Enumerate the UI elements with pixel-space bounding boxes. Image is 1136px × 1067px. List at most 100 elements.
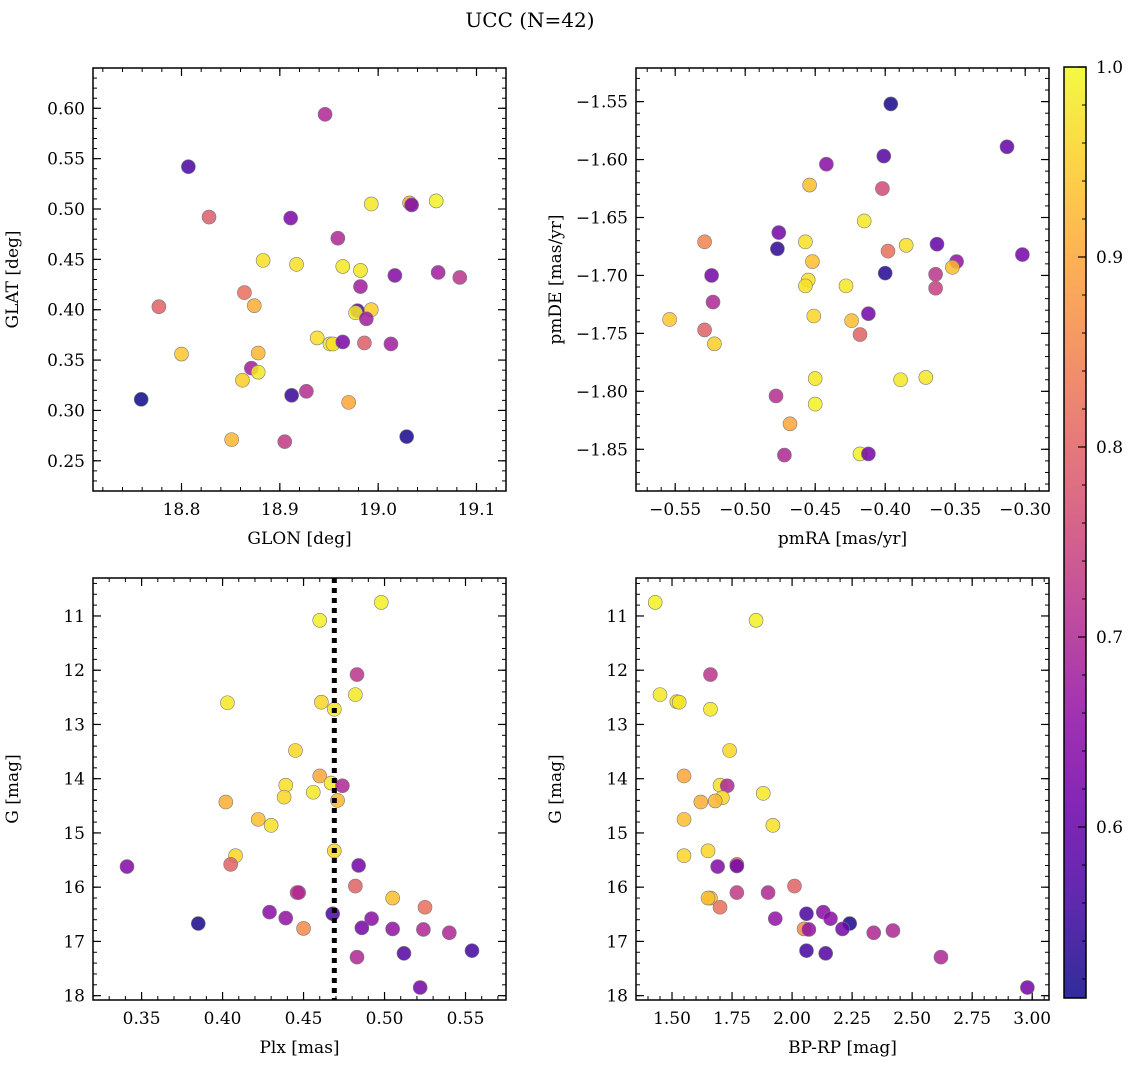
y-tick-label: −1.70 bbox=[576, 266, 628, 286]
data-point bbox=[844, 313, 859, 328]
data-point bbox=[330, 230, 346, 246]
data-point bbox=[898, 238, 914, 253]
data-point bbox=[893, 372, 908, 388]
x-tick-label: −0.45 bbox=[789, 500, 841, 520]
data-point bbox=[312, 613, 328, 628]
data-point bbox=[945, 260, 960, 275]
y-tick-label: 0.40 bbox=[47, 301, 85, 321]
colorbar: 0.6 0.7 0.8 0.9 1.0 bbox=[1063, 58, 1123, 999]
y-tick-label: 14 bbox=[606, 770, 628, 790]
data-point bbox=[671, 694, 687, 710]
data-point bbox=[317, 107, 333, 122]
data-point bbox=[363, 196, 379, 212]
data-point bbox=[933, 949, 949, 965]
data-point bbox=[765, 818, 781, 833]
x-axis-label: Plx [mas] bbox=[259, 1038, 339, 1058]
x-tick-label: 3.00 bbox=[1013, 1009, 1051, 1029]
data-point bbox=[885, 923, 901, 938]
data-point bbox=[704, 268, 719, 283]
data-point bbox=[838, 278, 854, 294]
x-tick-label: −0.50 bbox=[719, 500, 771, 520]
data-point bbox=[351, 858, 366, 873]
data-point bbox=[277, 434, 293, 449]
data-point bbox=[729, 858, 745, 874]
data-point bbox=[1020, 980, 1035, 995]
data-point bbox=[1015, 247, 1030, 262]
panel-glon-glat: 18.8 18.9 19.0 19.1 0.25 0.30 0.35 0.40 0.45 0.50… bbox=[3, 67, 507, 549]
data-point bbox=[856, 213, 872, 229]
data-point bbox=[999, 139, 1015, 155]
data-point bbox=[385, 921, 400, 937]
data-point bbox=[676, 848, 692, 864]
data-point bbox=[697, 234, 712, 250]
data-point bbox=[877, 265, 893, 281]
data-point bbox=[876, 148, 892, 164]
y-tick-label: 11 bbox=[63, 607, 85, 627]
data-point bbox=[291, 885, 306, 900]
data-point bbox=[861, 306, 876, 321]
data-point bbox=[880, 243, 896, 259]
data-point bbox=[383, 336, 399, 352]
data-point bbox=[676, 768, 692, 784]
data-point bbox=[284, 388, 299, 403]
data-point bbox=[412, 980, 428, 995]
data-point bbox=[452, 270, 468, 285]
data-point bbox=[353, 263, 368, 278]
data-point bbox=[283, 210, 298, 226]
data-point bbox=[819, 156, 834, 172]
y-tick-label: 0.25 bbox=[47, 452, 85, 472]
x-axis-label: pmRA [mas/yr] bbox=[778, 529, 907, 549]
data-point bbox=[707, 336, 722, 352]
data-point bbox=[928, 266, 943, 282]
data-point bbox=[373, 595, 389, 610]
y-tick-label: 17 bbox=[63, 932, 85, 952]
y-axis-label: GLAT [deg] bbox=[3, 230, 23, 328]
x-tick-label: 19.1 bbox=[458, 500, 496, 520]
colorbar-tick-label: 0.8 bbox=[1096, 438, 1123, 458]
data-point bbox=[805, 254, 820, 269]
data-point bbox=[246, 298, 262, 313]
data-point bbox=[748, 613, 764, 628]
data-point bbox=[787, 878, 802, 894]
data-point bbox=[190, 916, 206, 931]
y-tick-label: 18 bbox=[606, 987, 628, 1007]
y-tick-label: 0.45 bbox=[47, 250, 85, 270]
data-point bbox=[799, 943, 814, 958]
x-tick-label: 0.50 bbox=[366, 1009, 404, 1029]
data-point bbox=[133, 392, 149, 407]
y-axis-label: pmDE [mas/yr] bbox=[546, 214, 566, 344]
data-point bbox=[928, 280, 943, 296]
y-tick-label: 0.50 bbox=[47, 200, 85, 220]
data-point bbox=[349, 949, 365, 965]
data-point bbox=[335, 334, 351, 350]
x-tick-label: −0.35 bbox=[929, 500, 981, 520]
data-point bbox=[250, 345, 266, 361]
y-axis-label: G [mag] bbox=[3, 754, 23, 823]
y-tick-label: 12 bbox=[63, 661, 85, 681]
y-tick-label: −1.60 bbox=[576, 151, 628, 171]
data-point bbox=[700, 843, 716, 859]
data-point bbox=[722, 743, 737, 758]
data-point bbox=[729, 885, 745, 900]
data-point bbox=[220, 695, 235, 711]
x-tick-label: 0.35 bbox=[123, 1009, 161, 1029]
y-tick-label: 15 bbox=[63, 824, 85, 844]
data-point bbox=[296, 921, 311, 936]
data-point bbox=[396, 946, 412, 961]
data-point bbox=[712, 899, 728, 915]
colorbar-tick-label: 0.6 bbox=[1096, 818, 1123, 838]
data-point bbox=[364, 911, 379, 926]
colorbar-tick-label: 0.9 bbox=[1096, 248, 1123, 268]
y-tick-label: −1.55 bbox=[576, 93, 628, 113]
x-tick-label: 1.75 bbox=[713, 1009, 751, 1029]
y-tick-label: 15 bbox=[606, 824, 628, 844]
y-tick-label: 16 bbox=[63, 878, 85, 898]
x-tick-label: 0.55 bbox=[447, 1009, 485, 1029]
data-point bbox=[278, 910, 294, 926]
data-point bbox=[309, 330, 325, 346]
data-point bbox=[676, 812, 692, 827]
data-point bbox=[359, 311, 374, 327]
y-tick-label: 18 bbox=[63, 987, 85, 1007]
y-tick-label: 0.60 bbox=[47, 99, 85, 119]
data-point bbox=[354, 920, 370, 936]
